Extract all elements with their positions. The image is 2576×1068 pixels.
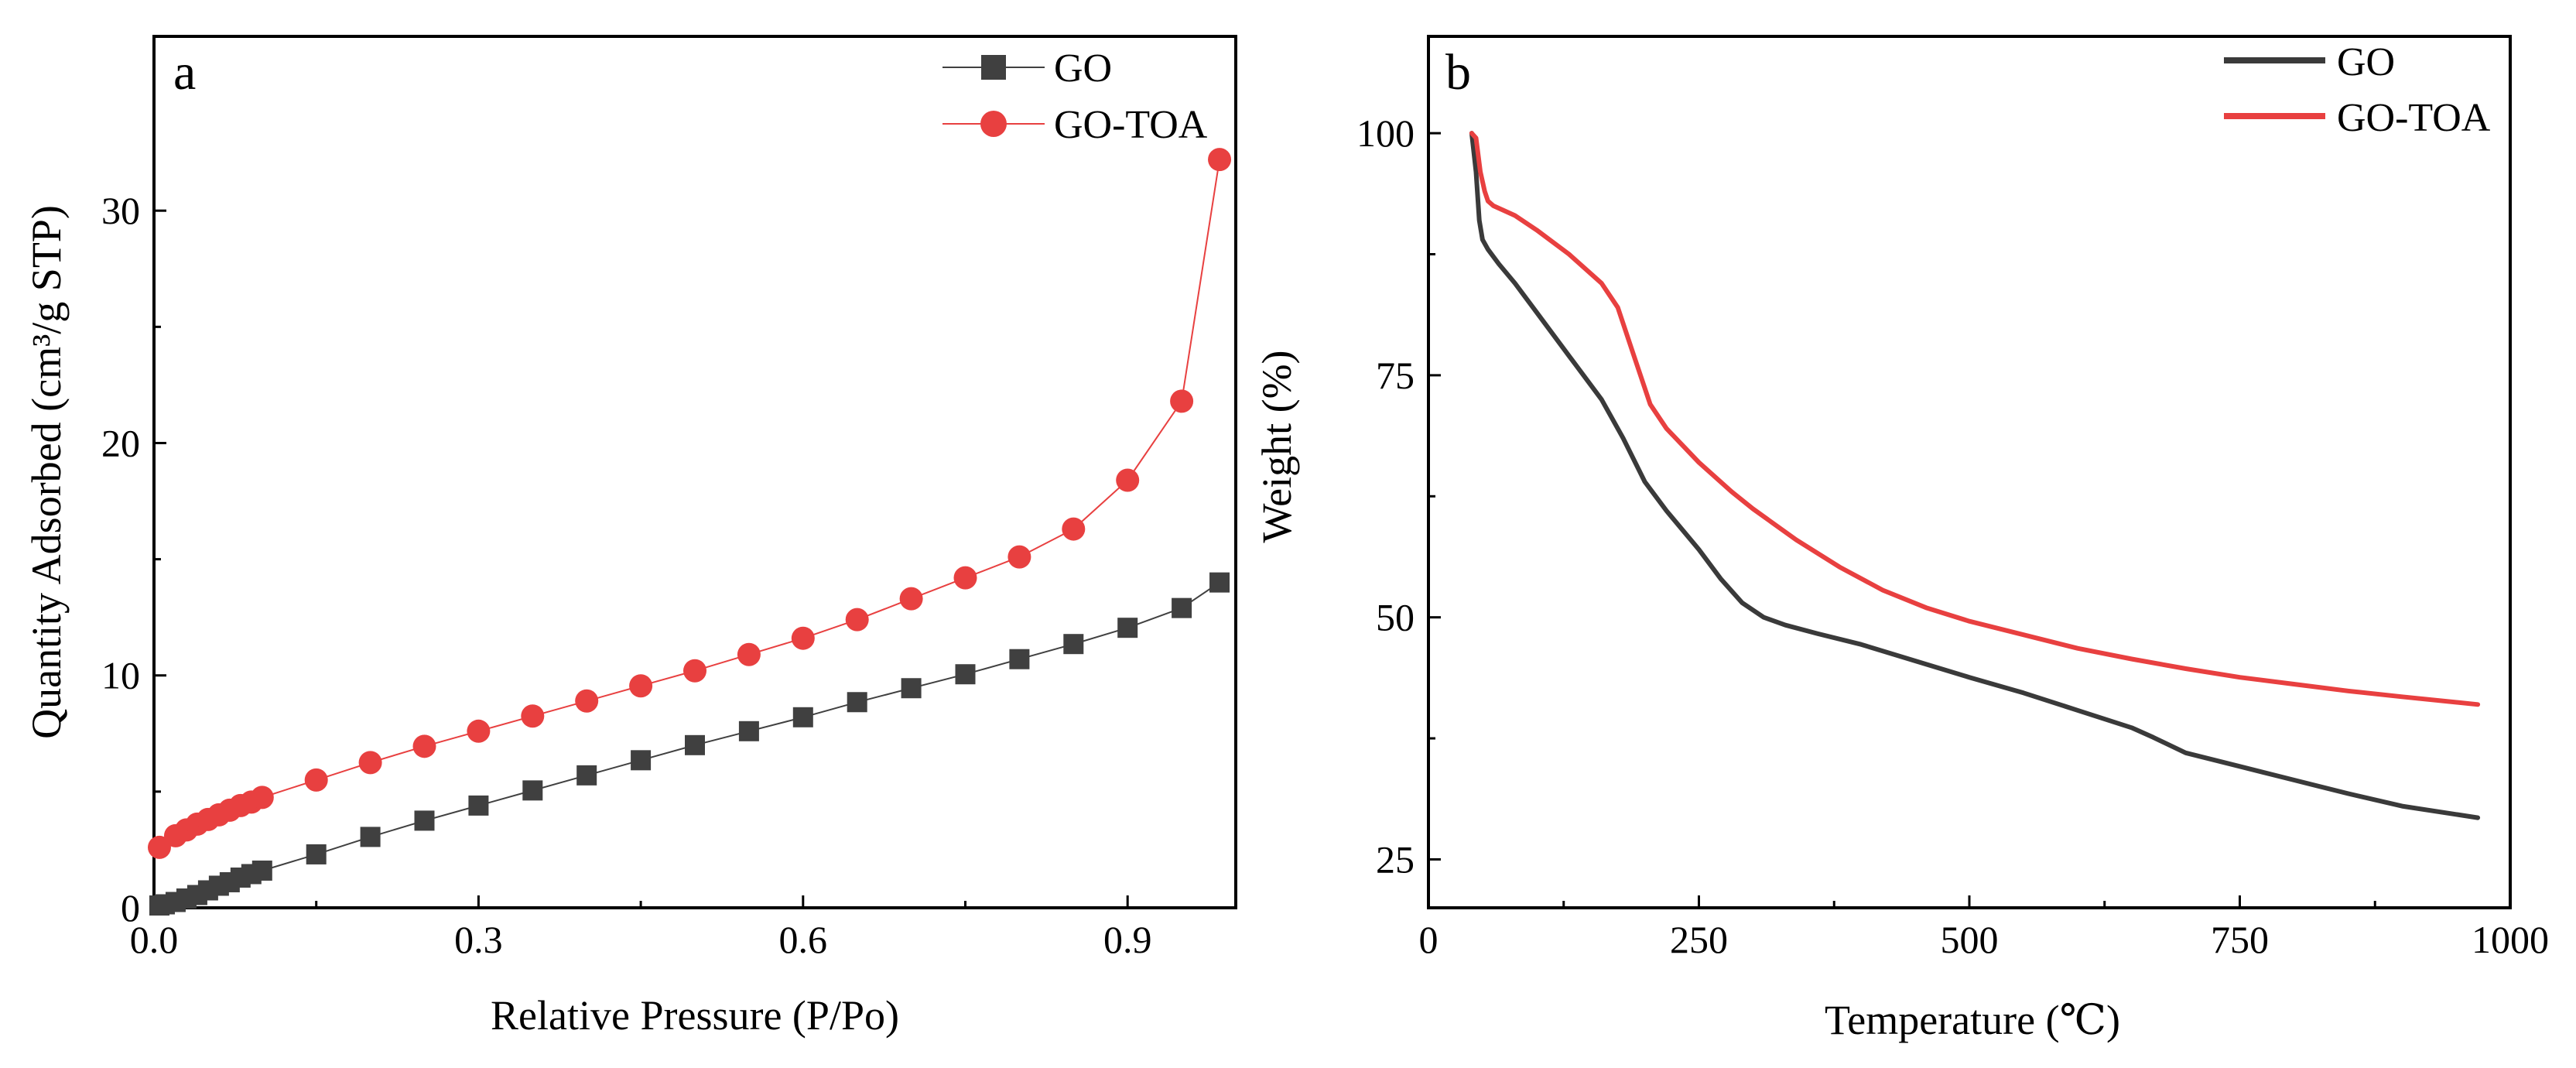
data-point-go xyxy=(847,692,867,713)
panel-a-plot-frame xyxy=(152,35,1237,909)
data-point-go xyxy=(901,678,922,699)
data-point-go xyxy=(1117,618,1138,638)
data-point-go-toa xyxy=(1116,468,1140,492)
panel-b-x-ticks: 0 250 500 750 1000 xyxy=(1419,895,2549,961)
data-point-go-toa xyxy=(147,835,171,859)
x-tick-label: 250 xyxy=(1670,918,1728,961)
legend-go-toa-marker xyxy=(980,111,1007,137)
data-point-go xyxy=(631,750,652,771)
data-point-go-toa xyxy=(575,689,599,713)
panel-b-x-axis-title: Temperature (℃) xyxy=(1825,997,2120,1043)
x-tick-label: 500 xyxy=(1941,918,1999,961)
data-point-go xyxy=(576,765,597,786)
data-point-go-toa xyxy=(1208,148,1232,172)
panel-a-label: a xyxy=(173,44,196,101)
x-tick-label: 0.9 xyxy=(1103,918,1152,961)
y-tick-label: 25 xyxy=(1376,837,1415,881)
data-point-go xyxy=(1063,634,1084,655)
data-point-go xyxy=(738,721,759,741)
data-point-go-toa xyxy=(304,768,328,792)
panel-b-plot-frame xyxy=(1427,35,2512,909)
data-point-go xyxy=(955,664,976,685)
panel-b-label: b xyxy=(1445,44,1471,101)
panel-a-legend: GO GO-TOA xyxy=(942,46,1208,147)
series-line-go-toa xyxy=(1469,131,2481,707)
panel-a-series xyxy=(147,148,1232,916)
data-point-go xyxy=(414,810,435,831)
data-point-go xyxy=(468,795,489,816)
data-point-go xyxy=(360,827,381,847)
data-point-go xyxy=(522,780,543,801)
data-point-go-toa xyxy=(683,659,706,683)
y-tick-label: 75 xyxy=(1376,354,1415,397)
y-tick-label: 20 xyxy=(101,421,140,464)
legend-b-go-label: GO xyxy=(2337,40,2395,84)
panel-b-y-axis-title: Weight (%) xyxy=(1254,350,1300,543)
data-point-go-toa xyxy=(953,566,977,590)
panel-a-y-ticks: 0 10 20 30 xyxy=(101,189,166,929)
data-point-go-toa xyxy=(845,608,869,632)
y-tick-label: 10 xyxy=(101,654,140,697)
data-point-go-toa xyxy=(629,674,653,698)
data-point-go xyxy=(792,707,813,727)
x-tick-label: 0.6 xyxy=(779,918,828,961)
data-point-go xyxy=(1009,649,1030,669)
x-tick-label: 0.0 xyxy=(130,918,179,961)
x-tick-label: 0.3 xyxy=(454,918,503,961)
data-point-go-toa xyxy=(737,642,761,666)
panel-b: b 0 250 500 750 1000 25 50 75 100 Temperature (… xyxy=(1254,35,2549,1043)
legend-go-toa-label: GO-TOA xyxy=(1054,103,1208,147)
data-point-go xyxy=(685,734,705,755)
panel-b-y-ticks: 25 50 75 100 xyxy=(1356,111,1441,881)
data-point-go xyxy=(306,844,327,864)
y-tick-label: 0 xyxy=(121,886,140,929)
y-tick-label: 50 xyxy=(1376,596,1415,639)
data-point-go-toa xyxy=(1062,517,1086,541)
data-point-go xyxy=(251,860,272,881)
data-point-go-toa xyxy=(358,751,382,775)
panel-a-y-axis-title: Quantity Adsorbed (cm³/g STP) xyxy=(23,205,70,739)
legend-go-marker xyxy=(981,55,1006,80)
series-line-go xyxy=(1469,131,2481,820)
data-point-go-toa xyxy=(467,719,491,743)
data-point-go-toa xyxy=(521,704,545,728)
panel-a: a 0.0 0.3 0.6 0.9 0 10 20 30 Relative Pressure… xyxy=(23,35,1237,1039)
data-point-go-toa xyxy=(899,587,923,611)
data-point-go xyxy=(1209,572,1230,593)
y-tick-label: 30 xyxy=(101,189,140,232)
legend-b-go-toa-label: GO-TOA xyxy=(2337,96,2491,140)
data-point-go xyxy=(1172,597,1192,618)
x-tick-label: 1000 xyxy=(2472,918,2549,961)
data-point-go-toa xyxy=(791,626,815,650)
data-point-go-toa xyxy=(1170,389,1194,413)
y-tick-label: 100 xyxy=(1356,111,1415,155)
panel-a-x-ticks: 0.0 0.3 0.6 0.9 xyxy=(130,895,1152,961)
data-point-go-toa xyxy=(1007,545,1031,569)
data-point-go-toa xyxy=(412,734,436,758)
legend-go-label: GO xyxy=(1054,46,1112,91)
data-point-go-toa xyxy=(250,786,274,810)
panel-b-series xyxy=(1469,131,2481,820)
x-tick-label: 0 xyxy=(1419,918,1439,961)
panel-a-x-axis-title: Relative Pressure (P/Po) xyxy=(491,992,899,1039)
panel-b-legend: GO GO-TOA xyxy=(2224,40,2491,140)
x-tick-label: 750 xyxy=(2211,918,2269,961)
